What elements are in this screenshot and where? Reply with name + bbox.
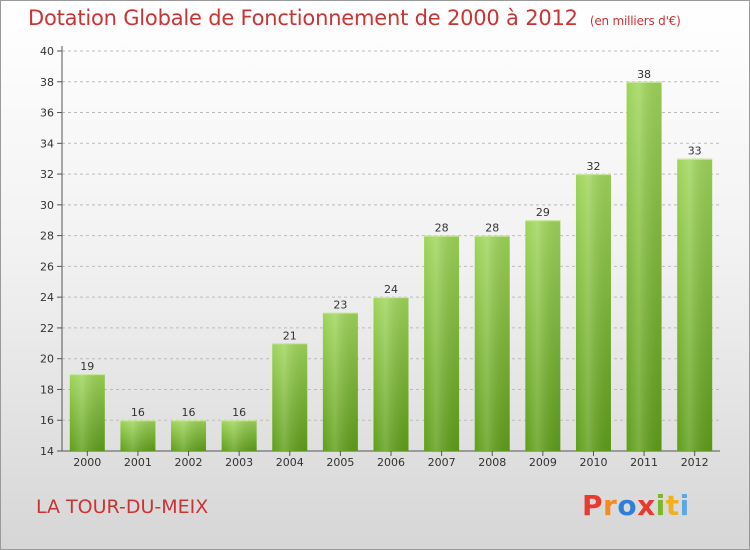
bar-2005 [322,312,358,451]
y-tick-label: 32 [40,168,54,181]
chart-title: Dotation Globale de Fonctionnement de 20… [28,6,681,30]
x-tick-label: 2009 [529,456,557,469]
bar-2008 [474,235,510,451]
bar-shine [272,343,308,451]
data-label: 19 [80,360,94,373]
bar-shine [677,158,713,451]
data-label: 24 [384,283,398,296]
x-tick-label: 2006 [377,456,405,469]
y-tick-label: 20 [40,353,54,366]
bar-shine [120,420,156,451]
data-label: 21 [283,329,297,342]
bar-2000 [69,374,105,451]
bar-shine [424,235,460,451]
data-label: 28 [485,222,499,235]
bar-2011 [626,81,662,452]
bar-2006 [373,297,409,451]
bar-2012 [677,158,713,451]
data-label: 32 [586,160,600,173]
bar-shine [69,374,105,451]
y-tick-label: 26 [40,260,54,273]
x-tick-label: 2011 [630,456,658,469]
x-tick-label: 2000 [73,456,101,469]
x-tick-label: 2007 [428,456,456,469]
bar-shine [525,220,561,451]
data-label: 33 [688,145,702,158]
y-tick-label: 34 [40,137,54,150]
bar-2009 [525,220,561,451]
y-tick-label: 22 [40,322,54,335]
x-tick-label: 2010 [579,456,607,469]
y-tick-label: 40 [40,45,54,58]
data-label: 16 [182,406,196,419]
y-tick-label: 36 [40,107,54,120]
bar-2001 [120,420,156,451]
y-tick-label: 38 [40,76,54,89]
proxiti-logo[interactable]: Proxiti [582,489,690,522]
y-tick-label: 14 [40,445,54,458]
x-tick-label: 2002 [175,456,203,469]
y-tick-label: 24 [40,291,54,304]
bar-2002 [171,420,207,451]
data-label: 16 [131,406,145,419]
y-tick-label: 18 [40,383,54,396]
bar-shine [373,297,409,451]
data-label: 38 [637,68,651,81]
x-tick-label: 2012 [681,456,709,469]
commune-name: LA TOUR-DU-MEIX [36,496,209,518]
x-tick-label: 2008 [478,456,506,469]
y-tick-label: 16 [40,414,54,427]
bar-shine [322,312,358,451]
bar-2003 [221,420,257,451]
bar-shine [221,420,257,451]
bar-shine [575,174,611,452]
x-tick-label: 2005 [326,456,354,469]
bar-shine [626,81,662,452]
y-tick-label: 30 [40,199,54,212]
axes: 14 16 18 20 22 24 26 28 30 32 34 36 38 40 2000 2001 2002… [40,45,720,469]
bars [69,81,713,452]
x-tick-label: 2004 [276,456,304,469]
data-label: 16 [232,406,246,419]
chart-unit: (en milliers d'€) [589,14,681,28]
x-tick-label: 2001 [124,456,152,469]
chart-title-text: Dotation Globale de Fonctionnement de 20… [28,6,578,30]
x-tick-label: 2003 [225,456,253,469]
bar-shine [171,420,207,451]
data-label: 29 [536,206,550,219]
y-tick-label: 28 [40,230,54,243]
data-label: 23 [333,299,347,312]
bar-2007 [424,235,460,451]
bar-2004 [272,343,308,451]
bar-shine [474,235,510,451]
data-label: 28 [435,222,449,235]
data-labels: 19 16 16 16 21 23 24 28 28 29 32 38 33 [80,68,701,419]
bar-2010 [575,174,611,452]
